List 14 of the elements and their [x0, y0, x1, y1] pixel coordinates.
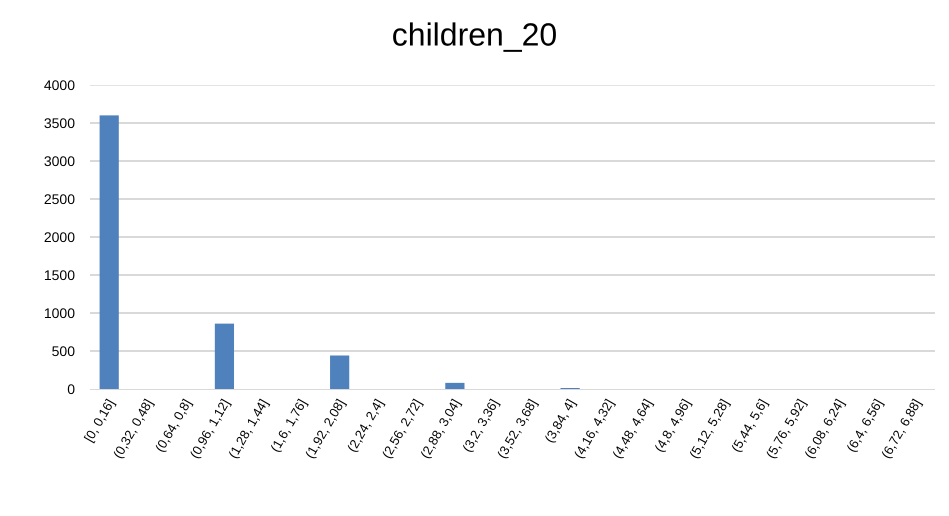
y-tick-label: 2000 [44, 228, 76, 245]
bar [445, 382, 464, 389]
bar [100, 115, 119, 389]
y-tick-label: 0 [67, 380, 76, 397]
y-tick-label: 1500 [44, 266, 76, 283]
y-tick-label: 3500 [44, 114, 76, 131]
y-tick-label: 500 [52, 342, 76, 359]
y-tick-label: 4000 [44, 76, 76, 93]
bar [214, 324, 234, 389]
y-tick-label: 3000 [44, 152, 76, 169]
y-tick-label: 2500 [44, 190, 76, 207]
chart-title: children_20 [392, 16, 558, 53]
y-tick-label: 1000 [44, 304, 76, 321]
bar [330, 356, 350, 389]
